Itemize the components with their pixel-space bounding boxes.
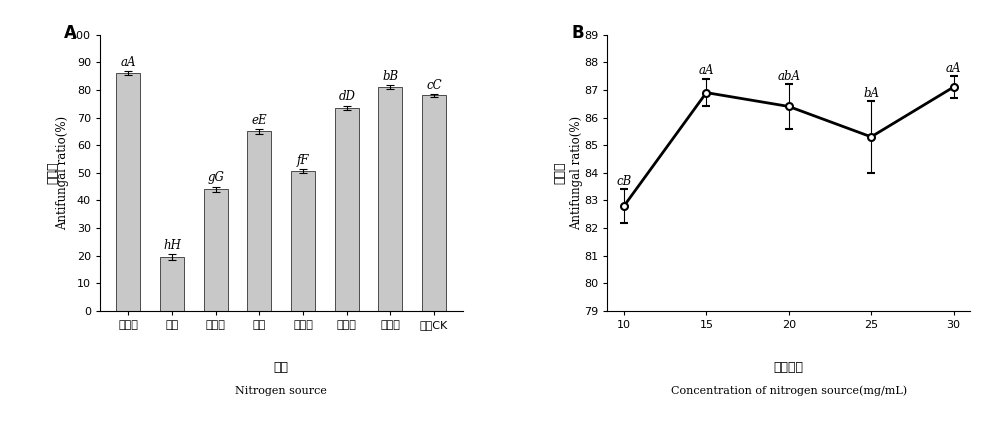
- Text: 氮源浓度: 氮源浓度: [774, 361, 804, 374]
- Y-axis label: Antifungal ratio(%): Antifungal ratio(%): [570, 116, 583, 230]
- Bar: [116, 73, 140, 311]
- Bar: [335, 108, 359, 311]
- Text: aA: aA: [121, 56, 136, 69]
- Text: eE: eE: [252, 114, 267, 127]
- Bar: [422, 95, 446, 311]
- Text: 抑菌率: 抑菌率: [46, 162, 59, 184]
- Text: aA: aA: [946, 62, 961, 75]
- Text: cB: cB: [616, 175, 632, 188]
- Text: gG: gG: [207, 172, 224, 184]
- Bar: [204, 189, 228, 311]
- Text: fF: fF: [297, 154, 309, 167]
- Bar: [247, 131, 271, 311]
- Text: 氮源: 氮源: [274, 361, 289, 374]
- Text: Nitrogen source: Nitrogen source: [235, 386, 327, 396]
- Text: aA: aA: [699, 64, 714, 77]
- Bar: [378, 87, 402, 311]
- Text: 抑菌率: 抑菌率: [554, 162, 567, 184]
- Text: A: A: [64, 23, 77, 41]
- Y-axis label: Antifungal ratio(%): Antifungal ratio(%): [56, 116, 69, 230]
- Bar: [160, 257, 184, 311]
- Text: B: B: [571, 23, 584, 41]
- Text: cC: cC: [426, 79, 442, 92]
- Bar: [291, 172, 315, 311]
- Text: hH: hH: [163, 238, 181, 251]
- Text: Concentration of nitrogen source(mg/mL): Concentration of nitrogen source(mg/mL): [671, 386, 907, 396]
- Text: bA: bA: [863, 86, 879, 99]
- Text: bB: bB: [382, 70, 398, 83]
- Text: dD: dD: [338, 90, 355, 103]
- Text: abA: abA: [777, 70, 800, 83]
